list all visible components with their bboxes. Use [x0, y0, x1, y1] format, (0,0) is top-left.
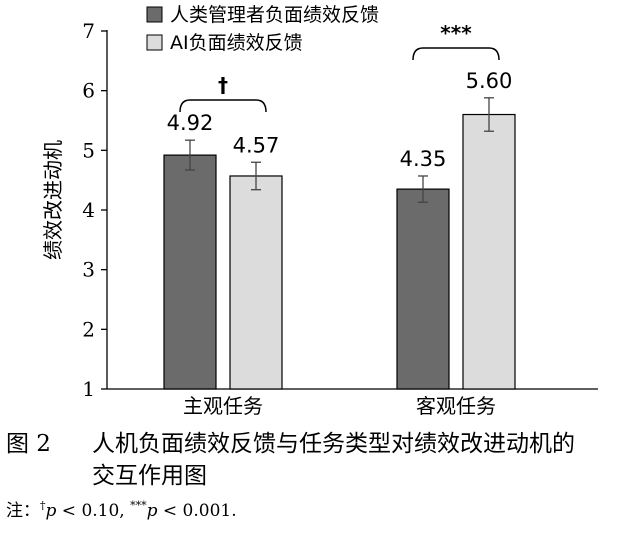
note-p-symbol-2: p	[146, 501, 158, 521]
value-label: 5.60	[466, 69, 513, 93]
bars: 4.92 4.35 4.57 5.60	[163, 69, 516, 390]
value-label: 4.35	[400, 147, 447, 171]
x-tick-label: 主观任务	[183, 394, 263, 418]
note-p-symbol-1: p	[45, 501, 57, 521]
figure-number: 图 2	[6, 431, 51, 457]
y-tick-label: 3	[82, 258, 95, 282]
x-tick-label: 客观任务	[416, 394, 496, 418]
legend-swatch-human	[146, 6, 163, 23]
significance-bracket	[412, 47, 500, 61]
y-tick-label: 4	[82, 198, 95, 222]
value-label: 4.92	[167, 111, 214, 135]
figure-title-line-2: 交互作用图	[92, 463, 207, 489]
y-tick-label: 2	[82, 317, 95, 341]
bar	[229, 175, 283, 390]
note-threshold-2: < 0.001.	[162, 501, 237, 521]
note-dagger: †	[40, 499, 46, 512]
y-tick-label: 7	[82, 19, 95, 43]
legend-label-ai: AI负面绩效反馈	[170, 32, 303, 54]
y-tick-label: 5	[82, 138, 95, 162]
y-ticks: 1 2 3 4 5 6 7	[82, 19, 107, 401]
figure-caption: 图 2 人机负面绩效反馈与任务类型对绩效改进动机的 交互作用图	[6, 428, 621, 492]
legend-label-human: 人类管理者负面绩效反馈	[170, 4, 379, 26]
value-label: 4.57	[233, 133, 280, 157]
bar	[396, 188, 450, 390]
interaction-bar-chart: 1 2 3 4 5 6 7 绩效改进动机 4.92 4.35 4.57 5.60 † *** 主观任…	[41, 4, 598, 418]
y-tick-label: 6	[82, 79, 95, 103]
note-stars: ***	[130, 499, 147, 512]
note-prefix: 注：	[6, 501, 40, 521]
note-threshold-1: < 0.10,	[61, 501, 131, 521]
bar	[462, 113, 516, 390]
significance-bracket	[179, 99, 267, 113]
bar	[163, 154, 217, 390]
significance-note: 注：†p < 0.10, ***p < 0.001.	[6, 494, 237, 523]
figure-title-line-1: 人机负面绩效反馈与任务类型对绩效改进动机的	[92, 431, 575, 457]
significance-brackets: † ***	[179, 21, 500, 113]
legend-swatch-ai	[146, 34, 163, 51]
y-axis-label: 绩效改进动机	[41, 140, 65, 260]
y-tick-label: 1	[82, 377, 95, 401]
significance-marker: ***	[440, 21, 472, 45]
x-tick-labels: 主观任务 客观任务	[183, 394, 496, 418]
significance-marker: †	[218, 73, 228, 97]
